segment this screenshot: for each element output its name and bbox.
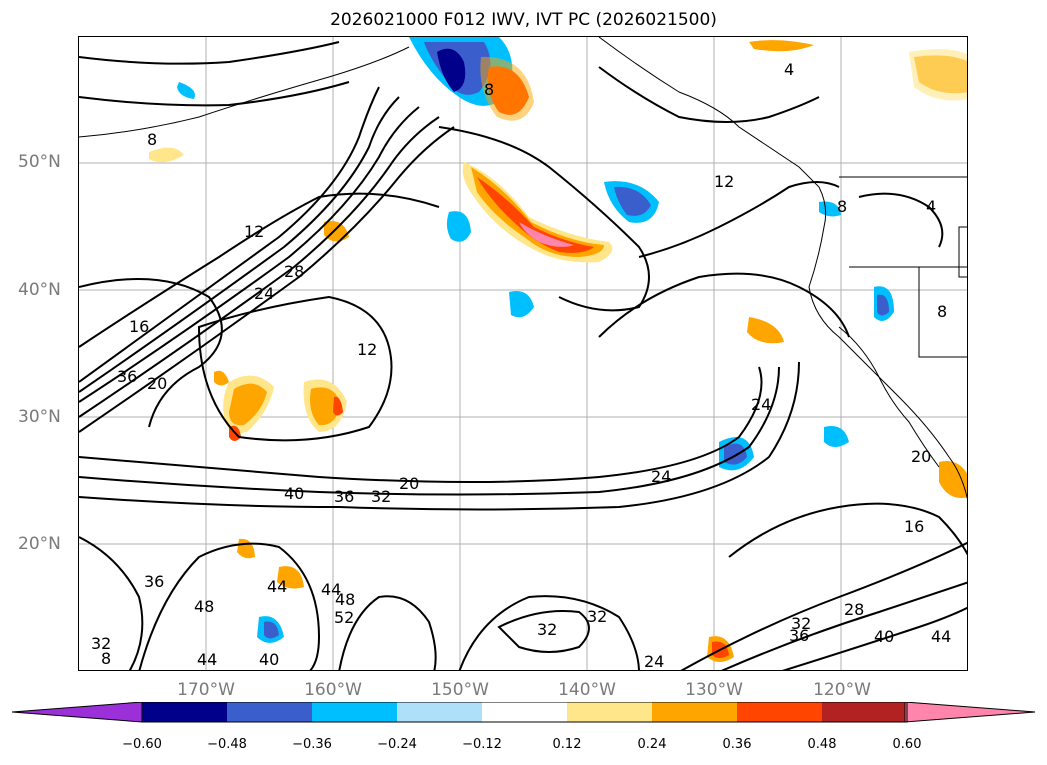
- colorbar-segment: [142, 702, 227, 722]
- colorbar-tick: −0.36: [292, 737, 332, 752]
- colorbar-tick: 0.60: [892, 737, 922, 752]
- contour-label: 32: [587, 607, 607, 626]
- ivt-shading: [149, 37, 967, 662]
- contour-label: 44: [321, 580, 341, 599]
- ivw-contours: [79, 41, 967, 670]
- contour-label: 28: [844, 600, 864, 619]
- contour-label: 44: [197, 650, 217, 669]
- contour-label: 24: [254, 284, 274, 303]
- colorbar-segment: [737, 702, 822, 722]
- lon-label-160w: 160°W: [304, 680, 362, 700]
- contour-label: 24: [644, 652, 664, 671]
- contour-label: 36: [789, 626, 809, 645]
- contour-label: 20: [399, 474, 419, 493]
- map-canvas: 8 4 12 8 4 12 24 28 16 36 20 12 24 24 20…: [79, 37, 967, 671]
- contour-label: 24: [651, 467, 671, 486]
- colorbar-tick: −0.12: [462, 737, 502, 752]
- contour-label: 8: [147, 130, 157, 149]
- contour-label: 8: [101, 649, 111, 668]
- colorbar-tick: 0.48: [807, 737, 837, 752]
- contour-label: 20: [147, 374, 167, 393]
- colorbar-segment: [312, 702, 397, 722]
- lon-label-170w: 170°W: [177, 680, 235, 700]
- colorbar: [12, 702, 1036, 723]
- colorbar-segment: [652, 702, 737, 722]
- contour-label: 12: [714, 172, 734, 191]
- contour-label: 44: [267, 577, 287, 596]
- contour-label: 12: [357, 340, 377, 359]
- contour-labels: 8 4 12 8 4 12 24 28 16 36 20 12 24 24 20…: [91, 60, 951, 671]
- colorbar-tick: −0.48: [207, 737, 247, 752]
- contour-label: 4: [926, 197, 936, 216]
- contour-label: 8: [484, 80, 494, 99]
- colorbar-segment: [12, 702, 143, 723]
- lat-label-40n: 40°N: [18, 280, 61, 300]
- contour-label: 44: [931, 627, 951, 646]
- contour-label: 32: [537, 620, 557, 639]
- contour-label: 36: [144, 572, 164, 591]
- colorbar-segment: [482, 702, 567, 722]
- contour-label: 48: [335, 590, 355, 609]
- contour-label: 40: [284, 484, 304, 503]
- colorbar-segment: [567, 702, 652, 722]
- colorbar-tick: 0.24: [637, 737, 667, 752]
- contour-label: 16: [904, 517, 924, 536]
- plot-title: 2026021000 F012 IWV, IVT PC (2026021500): [330, 10, 717, 30]
- contour-label: 32: [371, 487, 391, 506]
- contour-label: 24: [751, 395, 771, 414]
- colorbar-tick: 0.36: [722, 737, 752, 752]
- colorbar-segment: [397, 702, 482, 722]
- colorbar-segment: [904, 702, 1036, 723]
- contour-label: 8: [937, 302, 947, 321]
- contour-label: 48: [194, 597, 214, 616]
- lon-label-130w: 130°W: [685, 680, 743, 700]
- contour-label: 32: [91, 634, 111, 653]
- contour-label: 20: [911, 447, 931, 466]
- colorbar-tick: −0.60: [122, 737, 162, 752]
- contour-label: 32: [791, 614, 811, 633]
- lat-label-50n: 50°N: [18, 152, 61, 172]
- contour-label: 40: [259, 650, 279, 669]
- contour-label: 36: [117, 367, 137, 386]
- lon-label-140w: 140°W: [558, 680, 616, 700]
- colorbar-segment: [822, 702, 907, 722]
- contour-label: 4: [784, 60, 794, 79]
- map-panel: 8 4 12 8 4 12 24 28 16 36 20 12 24 24 20…: [78, 36, 968, 671]
- lon-label-150w: 150°W: [431, 680, 489, 700]
- contour-label: 12: [244, 222, 264, 241]
- contour-label: 36: [334, 487, 354, 506]
- lon-label-120w: 120°W: [813, 680, 871, 700]
- colorbar-tick: −0.24: [377, 737, 417, 752]
- contour-label: 52: [334, 608, 354, 627]
- lat-label-30n: 30°N: [18, 407, 61, 427]
- contour-label: 16: [129, 317, 149, 336]
- contour-label: 40: [874, 627, 894, 646]
- colorbar-segment: [227, 702, 312, 722]
- colorbar-tick: 0.12: [552, 737, 582, 752]
- coastlines: [79, 37, 967, 500]
- contour-label: 8: [837, 197, 847, 216]
- contour-label: 28: [284, 262, 304, 281]
- lat-label-20n: 20°N: [18, 534, 61, 554]
